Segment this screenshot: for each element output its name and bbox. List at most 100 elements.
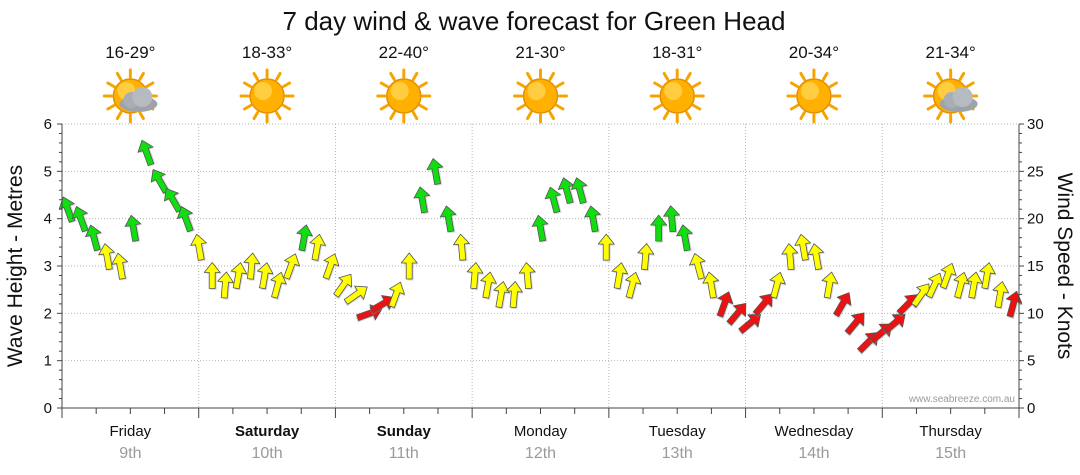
- wind-arrow: [309, 233, 327, 263]
- wind-arrow: [333, 273, 353, 300]
- left-tick-label: 0: [44, 400, 52, 417]
- day-name-wednesday: Wednesday: [774, 423, 853, 440]
- day-date: 11th: [389, 445, 419, 462]
- right-tick-label: 25: [1027, 163, 1044, 180]
- wind-arrow: [453, 233, 472, 262]
- weather-icons-row: [102, 68, 979, 124]
- left-tick-label: 4: [44, 211, 52, 228]
- wind-arrow: [111, 252, 130, 281]
- wind-arrow: [439, 205, 458, 234]
- wind-arrow: [369, 295, 395, 316]
- wind-arrow: [203, 262, 222, 290]
- temperature-range: 18-31°: [652, 43, 702, 62]
- temperature-range: 20-34°: [789, 43, 839, 62]
- wind-arrow: [518, 262, 537, 291]
- wind-arrow: [413, 186, 432, 215]
- wind-arrow: [882, 314, 906, 336]
- wind-arrow: [781, 243, 800, 272]
- wind-arrow: [738, 314, 761, 336]
- wind-arrow: [663, 205, 682, 234]
- temperature-range: 21-34°: [926, 43, 976, 62]
- wind-arrow: [256, 262, 275, 291]
- wind-arrow: [270, 271, 288, 301]
- wind-arrow: [752, 293, 773, 318]
- temperature-range: 22-40°: [379, 43, 429, 62]
- wind-arrow: [650, 214, 669, 243]
- wind-arrow: [343, 285, 368, 307]
- wind-arrow: [769, 271, 787, 301]
- day-name-saturday: Saturday: [235, 423, 300, 440]
- wind-arrow: [726, 302, 747, 328]
- sun-icon: [649, 68, 705, 124]
- wind-arrow: [163, 188, 184, 214]
- wind-arrow: [992, 281, 1010, 310]
- right-tick-label: 0: [1027, 400, 1035, 417]
- left-tick-label: 3: [44, 258, 52, 275]
- day-name-thursday: Thursday: [919, 423, 982, 440]
- sun-icon: [513, 68, 568, 124]
- temperature-range: 16-29°: [105, 43, 155, 62]
- wind-arrow: [137, 139, 156, 167]
- temperature-range: 21-30°: [515, 43, 565, 62]
- day-name-tuesday: Tuesday: [649, 423, 706, 440]
- sun-icon: [376, 68, 432, 124]
- wind-arrow: [296, 224, 314, 253]
- right-tick-label: 20: [1027, 211, 1044, 228]
- wind-arrow: [979, 262, 997, 291]
- wind-arrows: [58, 139, 1023, 356]
- wind-arrow: [217, 271, 235, 300]
- wind-arrow: [124, 214, 143, 243]
- temperature-range: 18-33°: [242, 43, 292, 62]
- day-date: 9th: [119, 445, 141, 462]
- day-name-monday: Monday: [514, 423, 568, 440]
- wind-arrow: [676, 224, 695, 253]
- wind-arrow: [939, 262, 958, 291]
- partly-cloudy-icon: [102, 68, 158, 124]
- x-axis-ticks: [61, 408, 1020, 418]
- wind-arrow: [966, 271, 984, 300]
- wind-arrow: [400, 252, 419, 281]
- sun-icon: [239, 68, 295, 124]
- wind-arrow: [807, 243, 826, 272]
- wind-arrow: [283, 253, 301, 282]
- wind-arrow: [637, 243, 656, 272]
- wind-arrow: [71, 206, 90, 233]
- wind-arrow: [85, 224, 103, 252]
- left-tick-label: 2: [44, 305, 52, 322]
- right-tick-label: 30: [1027, 116, 1044, 133]
- wind-arrow: [176, 206, 196, 233]
- wind-arrow: [322, 253, 340, 282]
- wind-arrow: [506, 281, 524, 310]
- wind-arrow: [689, 253, 707, 281]
- partly-cloudy-icon: [923, 68, 979, 124]
- credit-text: www.seabreeze.com.au: [908, 394, 1015, 405]
- wind-arrow: [557, 177, 576, 205]
- right-axis-label: Wind Speed - Knots: [1053, 173, 1076, 360]
- wind-arrow: [844, 312, 865, 337]
- wind-arrow: [531, 214, 550, 243]
- wind-arrow: [625, 271, 642, 301]
- left-axis-label: Wave Height - Metres: [4, 165, 27, 367]
- wind-arrow: [190, 233, 209, 262]
- wind-arrow: [570, 177, 589, 205]
- wind-arrow: [821, 271, 840, 300]
- day-date: 10th: [252, 445, 283, 462]
- wind-arrow: [611, 262, 629, 291]
- temperature-row: 16-29° 18-33° 22-40° 21-30° 18-31° 20-34° 21-3…: [105, 43, 976, 62]
- left-tick-label: 5: [44, 163, 52, 180]
- left-tick-label: 1: [44, 353, 52, 370]
- wind-arrow: [230, 262, 249, 291]
- wind-arrow: [426, 158, 445, 186]
- day-labels: Friday 9th Saturday 10th Sunday 11th Monday 12t…: [110, 423, 983, 462]
- wind-arrow: [480, 271, 498, 300]
- right-axis-ticks: 0 5 10 15 20 25 30: [1019, 116, 1044, 417]
- right-tick-label: 10: [1027, 305, 1044, 322]
- wind-arrow: [584, 205, 603, 234]
- wind-arrow: [544, 186, 563, 215]
- wind-arrow: [702, 271, 721, 300]
- day-date: 14th: [798, 445, 829, 462]
- wind-arrow: [597, 233, 616, 262]
- wind-arrow: [833, 292, 852, 319]
- chart-title: 7 day wind & wave forecast for Green Hea…: [283, 6, 786, 36]
- right-tick-label: 5: [1027, 353, 1035, 370]
